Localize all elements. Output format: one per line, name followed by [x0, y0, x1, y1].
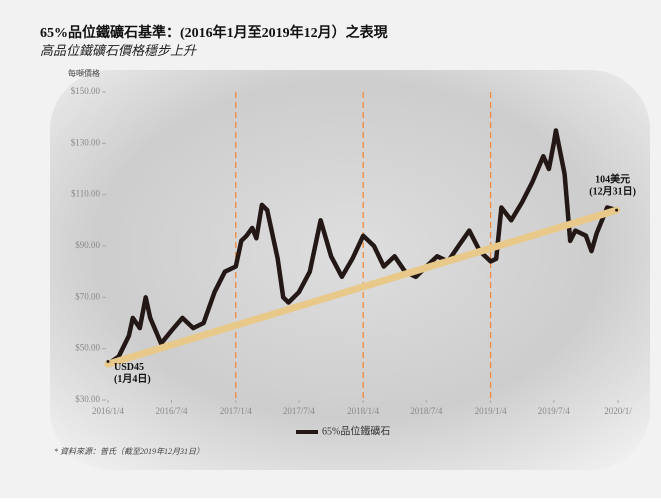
x-tick-label: 2017/1/4: [220, 406, 253, 416]
x-tick-label: 2018/7/4: [410, 406, 443, 416]
chart-title: 65%品位鐵礦石基準：(2016年1月至2019年12月）之表現: [40, 24, 388, 41]
trend-line: [104, 206, 621, 368]
x-tick-label: 2018/1/4: [347, 406, 380, 416]
y-tick-label: $150.00: [71, 86, 101, 96]
y-tick-label: $50.00: [75, 343, 100, 353]
y-tick-label: $110.00: [71, 189, 100, 199]
x-tick-label: 2020/1/: [604, 406, 632, 416]
legend-label: 65%品位鐵礦石: [322, 424, 390, 437]
annotation-point: [615, 208, 619, 212]
chart-subtitle: 高品位鐵礦石價格穩步上升: [40, 43, 197, 58]
y-tick-label: $30.00: [75, 394, 100, 404]
photo-backdrop: [50, 70, 650, 470]
source-note: * 資料來源：普氏（截至2019年12月31日）: [54, 447, 204, 456]
annotation-text: USD45: [114, 362, 144, 373]
x-tick-label: 2016/7/4: [156, 406, 189, 416]
x-tick-label: 2019/7/4: [538, 406, 571, 416]
x-tick-label: 2019/1/4: [475, 406, 508, 416]
annotation-text: 104美元: [595, 172, 630, 185]
y-tick-label: $70.00: [75, 291, 100, 301]
annotation-text: (1月4日): [114, 373, 151, 385]
x-tick-label: 2017/7/4: [283, 406, 316, 416]
y-tick-label: $130.00: [71, 137, 101, 147]
y-axis-label: 每噸價格: [68, 68, 100, 78]
annotation-text: (12月31日): [589, 185, 636, 197]
price-line: [106, 128, 618, 366]
annotation-point: [106, 360, 110, 363]
y-tick-label: $90.00: [75, 240, 100, 250]
x-tick-label: 2016/1/4: [92, 406, 125, 416]
